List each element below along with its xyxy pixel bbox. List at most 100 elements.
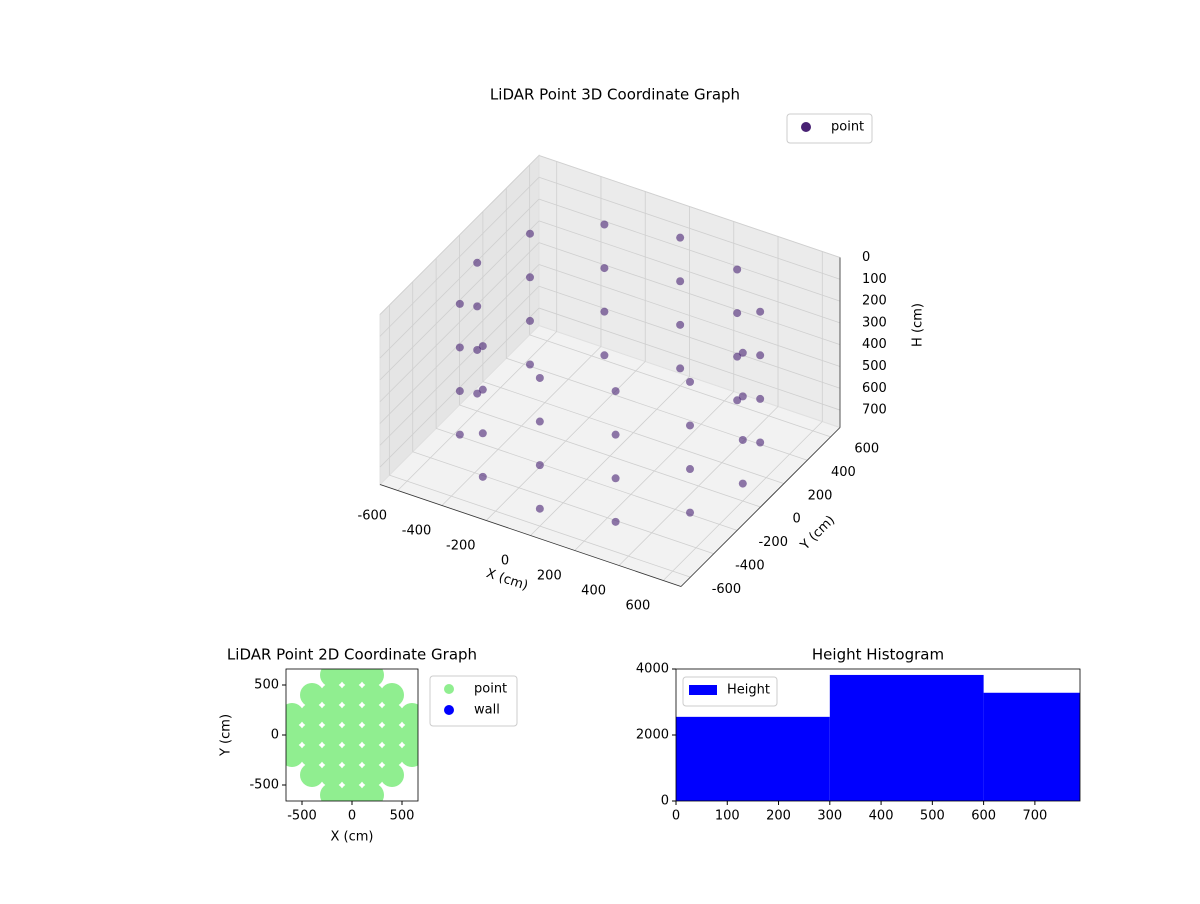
legend-marker [444, 684, 454, 694]
z-tick-label: 300 [862, 315, 887, 330]
point [455, 387, 464, 396]
point [340, 763, 364, 787]
point [300, 763, 324, 787]
x-tick-label: 0 [348, 809, 356, 824]
x-axis-label: X (cm) [484, 566, 530, 594]
x-tick-label: 500 [920, 809, 945, 824]
grid-line [389, 474, 691, 578]
x-tick-label: 300 [817, 809, 842, 824]
point [600, 351, 609, 360]
point [340, 743, 364, 767]
point [525, 360, 534, 369]
legend-marker [801, 122, 811, 132]
point [473, 389, 482, 398]
z-tick-label: 400 [862, 337, 887, 352]
point [340, 683, 364, 707]
point [380, 683, 404, 707]
y-tick-label: 600 [854, 442, 879, 457]
x-tick-label: 400 [581, 583, 606, 598]
point [535, 461, 544, 470]
point [340, 723, 364, 747]
point [300, 683, 324, 707]
point [320, 703, 344, 727]
chart-title: LiDAR Point 3D Coordinate Graph [490, 86, 740, 104]
grid-line [538, 285, 841, 389]
grid-line [538, 264, 841, 367]
legend-label: Height [727, 683, 770, 698]
point [300, 743, 324, 767]
point [360, 683, 384, 707]
point [535, 373, 544, 382]
point [600, 220, 609, 229]
grid-line [379, 155, 540, 315]
grid-line [538, 176, 841, 280]
point [756, 438, 765, 447]
point [400, 743, 418, 767]
point [360, 743, 384, 767]
x-tick-label: 0 [672, 809, 680, 824]
point [535, 504, 544, 513]
point [473, 345, 482, 354]
point [380, 763, 404, 787]
point [478, 342, 487, 351]
x-axis-label: X (cm) [331, 830, 374, 845]
y-tick-label: 400 [831, 465, 856, 480]
point [320, 683, 344, 707]
y-tick-label: 2000 [636, 728, 669, 743]
legend-box [682, 676, 778, 707]
grid-line [482, 381, 785, 484]
y-tick-label: 500 [254, 678, 279, 693]
y-tick-label: 4000 [636, 662, 669, 677]
point [300, 703, 324, 727]
bar [983, 692, 1080, 801]
x-tick-label: -400 [402, 523, 432, 538]
axis-line [680, 427, 841, 587]
point [738, 392, 747, 401]
chart-title: LiDAR Point 2D Coordinate Graph [227, 646, 477, 664]
z-axis-label: H (cm) [911, 303, 926, 347]
point [478, 472, 487, 481]
bar [829, 674, 984, 801]
point [525, 316, 534, 325]
point [400, 703, 418, 727]
point [360, 723, 384, 747]
y-tick-label: 200 [808, 488, 833, 503]
z-tick-label: 200 [862, 294, 887, 309]
grid-line [538, 155, 841, 258]
axis-line [379, 484, 682, 587]
point [611, 387, 620, 396]
point [320, 723, 344, 747]
point [380, 723, 404, 747]
legend: point [786, 113, 873, 144]
point [286, 743, 304, 767]
point [455, 430, 464, 439]
point [360, 703, 384, 727]
x-tick-label: 600 [971, 809, 996, 824]
grid-line [379, 242, 540, 402]
legend: Height [682, 676, 778, 707]
y-tick-label: -600 [712, 582, 742, 597]
chart-title: Height Histogram [812, 646, 944, 664]
grid-line [538, 307, 841, 411]
legend-label: point [474, 682, 507, 697]
point [478, 429, 487, 438]
point [473, 258, 482, 267]
point [756, 351, 765, 360]
y-tick-label: 0 [792, 512, 800, 527]
grid-line [379, 198, 540, 359]
point [286, 723, 304, 747]
grid-line [379, 285, 540, 446]
legend-swatch [689, 685, 717, 695]
point [320, 763, 344, 787]
grid-line [412, 451, 714, 555]
point [473, 302, 482, 311]
legend: point wall [429, 675, 518, 727]
point [525, 273, 534, 282]
z-tick-label: 700 [862, 403, 887, 418]
x-tick-label: 400 [869, 809, 894, 824]
point [676, 233, 685, 242]
legend-label: wall [474, 703, 500, 718]
y-axis-label: Y (cm) [219, 714, 234, 757]
point [738, 435, 747, 444]
point [478, 385, 487, 394]
